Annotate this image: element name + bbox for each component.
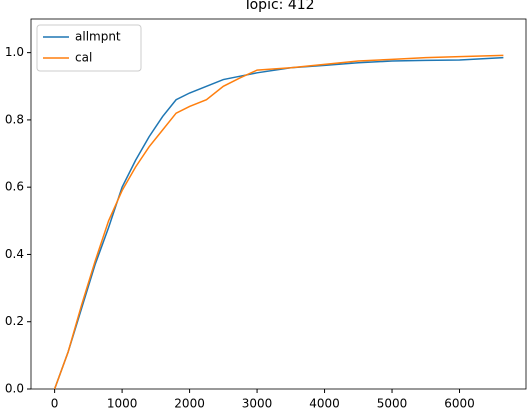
x-tick-label: 6000	[444, 397, 475, 411]
x-tick-label: 0	[51, 397, 59, 411]
legend-label: allmpnt	[75, 30, 121, 44]
y-tick-label: 0.6	[5, 180, 24, 194]
x-tick-label: 4000	[309, 397, 340, 411]
series-line	[53, 54, 504, 390]
y-tick-label: 0.4	[5, 247, 24, 261]
legend-label: cal	[75, 51, 92, 65]
x-tick-label: 1000	[107, 397, 138, 411]
x-tick-label: 3000	[242, 397, 273, 411]
x-tick-label: 2000	[174, 397, 205, 411]
y-tick-label: 0.8	[5, 112, 24, 126]
y-tick-label: 0.2	[5, 314, 24, 328]
x-tick-label: 5000	[377, 397, 408, 411]
series-line	[53, 56, 504, 390]
plot-frame	[30, 18, 527, 390]
y-tick-label: 1.0	[5, 45, 24, 59]
chart-title: Topic: 412	[242, 0, 314, 13]
y-tick-label: 0.0	[5, 382, 24, 396]
